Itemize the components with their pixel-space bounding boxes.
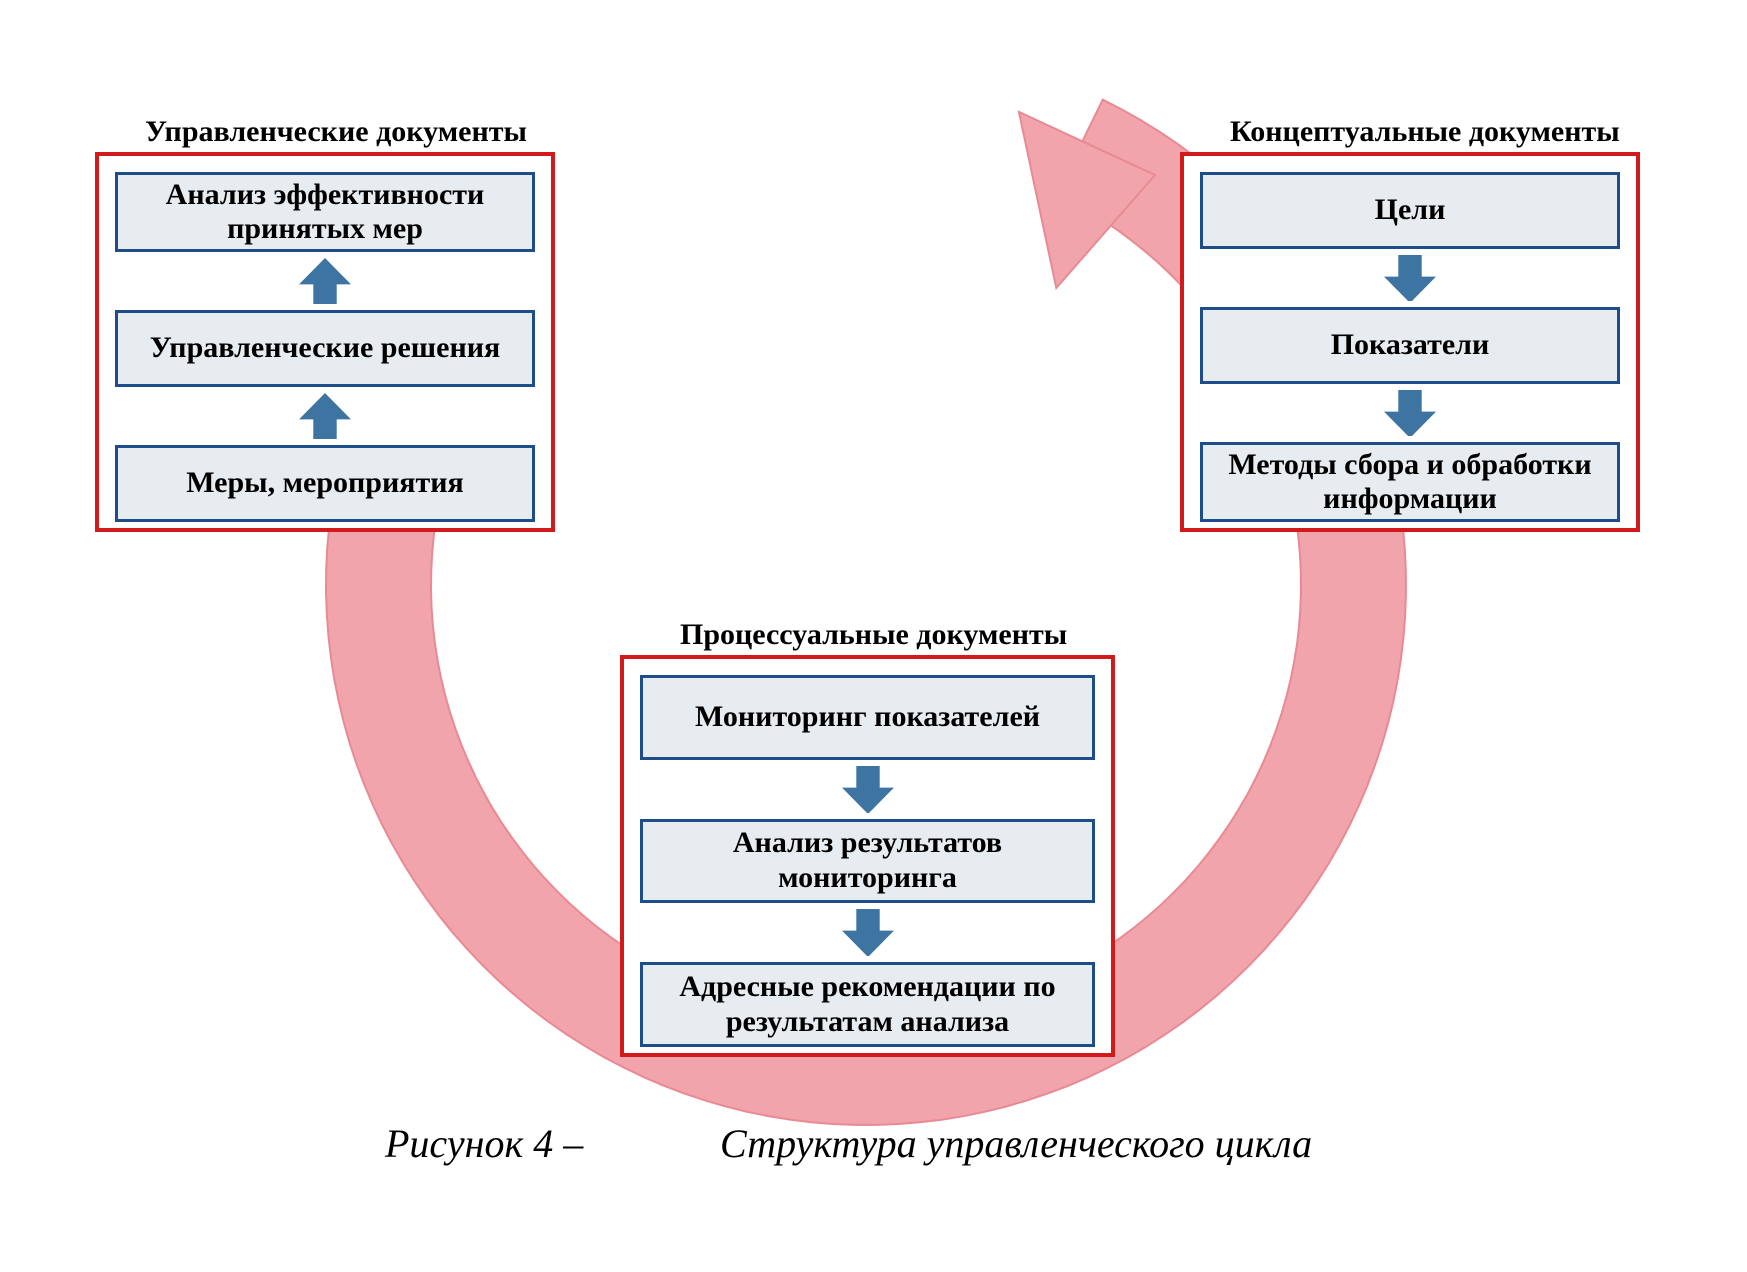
left-item: Управленческие решения [115,310,535,387]
arrow-up-icon [299,393,351,439]
arrow-down-icon [1384,255,1436,301]
bottom-item: Мониторинг показателей [640,675,1095,760]
bottom-item: Адресные рекомендации по результатам ана… [640,962,1095,1047]
right-item: Методы сбора и обработки информации [1200,442,1620,522]
arrow-down-icon [842,909,894,956]
arrow-down-icon [842,766,894,813]
figure-caption-text: Структура управленческого цикла [720,1120,1312,1167]
left-item: Меры, мероприятия [115,445,535,522]
figure-caption-number: Рисунок 4 – [385,1120,583,1167]
bottom-panel-title: Процессуальные документы [680,618,1067,652]
arrow-up-icon [299,258,351,304]
right-panel-title: Концептуальные документы [1230,115,1620,149]
left-item: Анализ эффективности принятых мер [115,172,535,252]
arrow-down-icon [1384,390,1436,436]
bottom-panel: Мониторинг показателей Анализ результатов… [620,655,1115,1057]
right-item: Цели [1200,172,1620,249]
left-panel-title: Управленческие документы [145,115,527,149]
bottom-item: Анализ результатов мониторинга [640,819,1095,904]
right-panel: Цели Показатели Методы сбора и обработки и… [1180,152,1640,532]
diagram-canvas: Управленческие документыАнализ эффективн… [0,0,1747,1272]
right-item: Показатели [1200,307,1620,384]
left-panel: Анализ эффективности принятых мер Управле… [95,152,555,532]
